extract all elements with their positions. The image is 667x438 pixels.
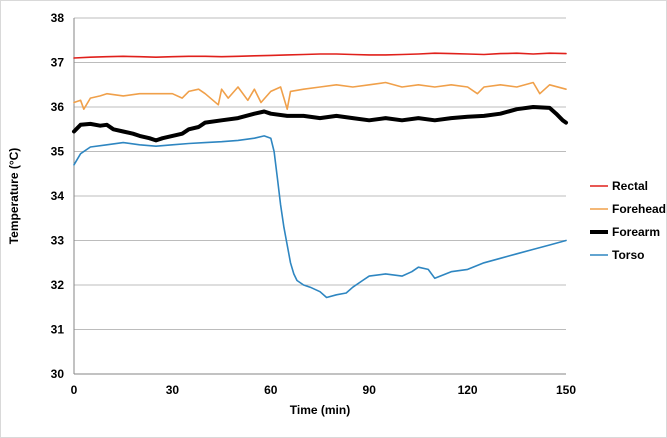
series-line-rectal: [73, 52, 567, 59]
y-axis-title: Temperature (°C): [7, 148, 21, 245]
gridlines: [74, 17, 566, 330]
legend: Rectal Forehead Forearm Torso: [590, 179, 666, 262]
x-tick-label: 120: [458, 383, 478, 397]
series-lines: [72, 52, 568, 299]
x-tick-label: 150: [556, 383, 576, 397]
axes: [73, 18, 566, 375]
y-tick-label: 37: [51, 56, 65, 70]
legend-label-forearm: Forearm: [612, 225, 660, 239]
x-tick-label: 30: [166, 383, 180, 397]
tick-labels: 30 31 32 33 34 35 36 37 38 0 30 60 90 120 150: [51, 11, 577, 397]
y-tick-label: 38: [51, 11, 65, 25]
y-tick-label: 36: [51, 100, 65, 114]
y-tick-label: 34: [51, 189, 65, 203]
y-tick-label: 32: [51, 278, 65, 292]
series-line-torso: [73, 135, 567, 299]
y-tick-label: 33: [51, 234, 65, 248]
series-line-forehead: [73, 81, 567, 110]
y-tick-label: 31: [51, 323, 65, 337]
series-line-forearm: [72, 105, 568, 143]
y-tick-label: 30: [51, 367, 65, 381]
legend-label-forehead: Forehead: [612, 202, 666, 216]
x-tick-label: 0: [71, 383, 78, 397]
legend-label-rectal: Rectal: [612, 179, 648, 193]
legend-label-torso: Torso: [612, 248, 644, 262]
y-tick-label: 35: [51, 145, 65, 159]
x-tick-label: 60: [264, 383, 278, 397]
x-axis-title: Time (min): [290, 403, 350, 417]
x-tick-label: 90: [363, 383, 377, 397]
